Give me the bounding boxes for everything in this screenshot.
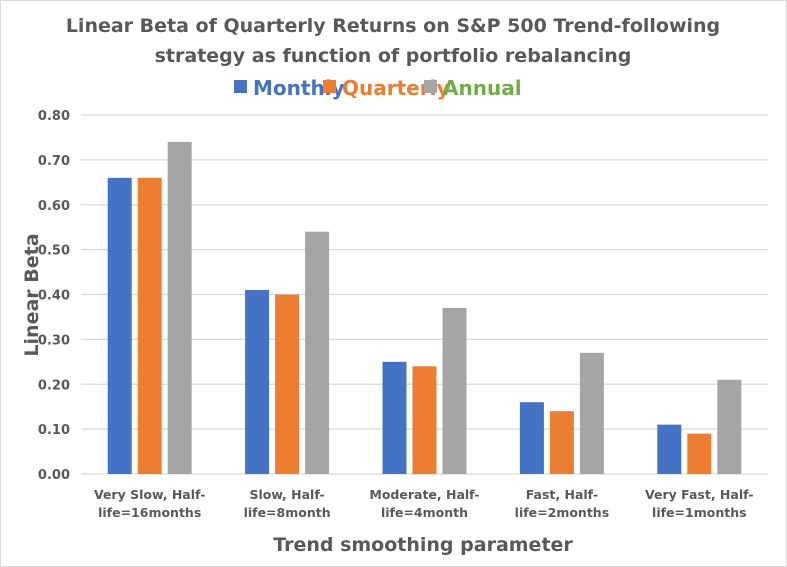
x-tick-label: life=2months [515, 505, 609, 520]
bar-quarterly [137, 177, 162, 474]
x-tick-label: life=16months [98, 505, 201, 520]
bar-annual [717, 379, 742, 474]
bar-quarterly [549, 411, 574, 474]
y-tick-label: 0.50 [38, 244, 70, 259]
bar-annual [167, 141, 192, 475]
x-tick-label: life=4month [381, 505, 468, 520]
chart-title-line-1: Linear Beta of Quarterly Returns on S&P … [66, 15, 720, 37]
bar-monthly [657, 424, 682, 474]
x-axis-label: Trend smoothing parameter [273, 534, 573, 556]
x-tick-label: Very Slow, Half- [94, 487, 205, 502]
x-tick-label: Fast, Half- [526, 487, 598, 502]
y-tick-label: 0.60 [38, 199, 70, 214]
legend-label-annual: Annual [443, 76, 522, 100]
x-tick-label: Moderate, Half- [369, 487, 479, 502]
bar-annual [442, 307, 467, 474]
bar-monthly [245, 290, 270, 474]
bar-monthly [107, 177, 132, 474]
y-tick-label: 0.70 [38, 154, 70, 169]
bar-quarterly [275, 294, 300, 474]
legend-swatch-monthly [234, 80, 247, 93]
y-tick-label: 0.30 [38, 333, 70, 348]
bar-annual [579, 352, 604, 474]
gridlines: 0.00 0.10 0.20 0.30 0.40 0.50 0.60 0.70 0.80 [38, 109, 768, 483]
bar-quarterly [412, 366, 437, 474]
x-tick-label: Slow, Half- [249, 487, 324, 502]
bar-monthly [519, 402, 544, 474]
y-tick-label: 0.20 [38, 378, 70, 393]
y-tick-label: 0.80 [38, 109, 70, 124]
legend-swatch-annual [424, 80, 437, 93]
x-tick-label: life=8month [244, 505, 331, 520]
bar-annual [305, 231, 330, 474]
y-axis-label: Linear Beta [21, 233, 43, 356]
legend-swatch-quarterly [323, 80, 336, 93]
y-tick-label: 0.40 [38, 289, 70, 304]
category-labels: Very Slow, Half-life=16months Slow, Half-… [94, 487, 754, 520]
bar-monthly [382, 361, 407, 474]
chart-title-line-2: strategy as function of portfolio rebala… [155, 45, 632, 67]
bar-quarterly [687, 433, 712, 474]
x-tick-label: Very Fast, Half- [645, 487, 753, 502]
y-tick-label: 0.10 [38, 423, 70, 438]
x-tick-label: life=1months [652, 505, 746, 520]
bars [107, 141, 742, 475]
y-tick-label: 0.00 [38, 468, 70, 483]
